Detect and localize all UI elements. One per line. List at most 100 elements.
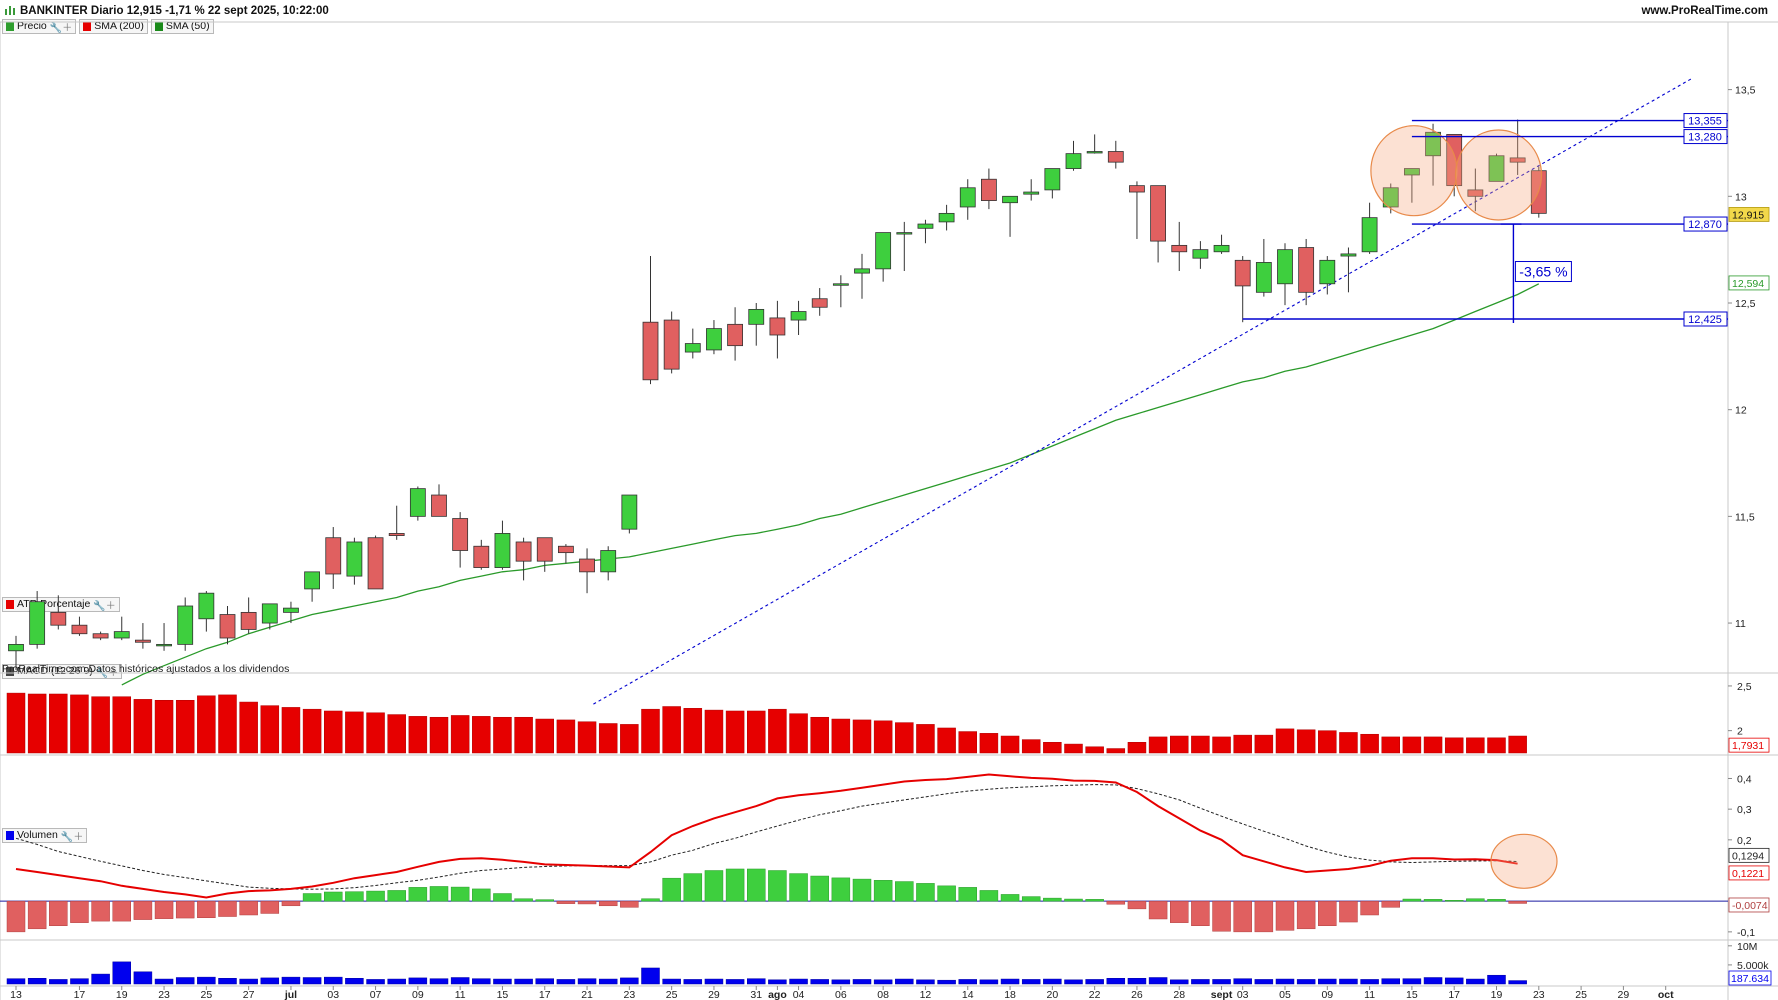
sma200-swatch [83, 21, 92, 31]
candle [938, 212, 955, 223]
date-tick-label: 15 [497, 989, 509, 1000]
date-tick-label: 29 [1618, 989, 1630, 1000]
date-tick-label: 25 [201, 989, 213, 1000]
candle [1107, 151, 1124, 163]
data-footnote: ProRealTime.com Datos históricos ajustad… [2, 663, 290, 675]
macd-histogram-bar [1191, 900, 1210, 926]
volume-bar [937, 979, 956, 985]
atr-bar [979, 733, 999, 754]
candle [8, 643, 24, 652]
date-tick-label: 29 [708, 989, 720, 1000]
atr-bar [1466, 737, 1485, 754]
macd-histogram-bar [112, 900, 131, 922]
macd-histogram-bar [1466, 898, 1485, 902]
volume-bar [704, 978, 724, 985]
macd-histogram-bar [852, 878, 872, 902]
date-tick-label: 23 [1533, 989, 1545, 1000]
volume-bar [345, 978, 364, 985]
atr-bar [218, 694, 237, 754]
atr-bar [1106, 748, 1126, 754]
atr-bar [239, 701, 258, 754]
volume-bar [1127, 978, 1147, 985]
atr-bar [852, 719, 872, 754]
atr-bar [302, 708, 322, 754]
atr-bar [324, 710, 343, 754]
macd-histogram-bar [937, 885, 956, 902]
atr-bar [1021, 739, 1041, 754]
atr-bar [429, 716, 449, 754]
macd-tick-label: 0,4 [1737, 773, 1752, 785]
macd-histogram-bar [1360, 900, 1379, 916]
candle [536, 537, 553, 562]
macd-histogram-bar [1381, 900, 1400, 908]
candle [790, 311, 807, 321]
macd-histogram-bar [895, 881, 914, 902]
date-tick-label: 19 [1491, 989, 1503, 1000]
candle [219, 614, 236, 639]
volume-bar [747, 978, 766, 985]
volume-bar [831, 979, 851, 985]
date-tick-label: 08 [877, 989, 889, 1000]
candle [600, 550, 617, 573]
legend-volume-label: Volumen [17, 829, 58, 841]
wrench-plus-icon[interactable]: 🔧＋ [93, 600, 116, 612]
atr-bar [70, 694, 89, 754]
macd-histogram-bar [1402, 898, 1422, 902]
macd-histogram-bar [1254, 900, 1274, 933]
price-tick-label: 12,5 [1735, 298, 1756, 310]
volume-bar [1487, 974, 1506, 985]
legend-volume[interactable]: Volumen 🔧＋ [2, 827, 88, 843]
candle [388, 533, 405, 536]
price-tick-label: 11 [1735, 618, 1746, 630]
macd-histogram-bar [324, 891, 343, 902]
volume-bar [979, 979, 999, 985]
atr-bar [1318, 730, 1337, 754]
volume-bar [175, 977, 195, 985]
volume-tick-label: 5.000k [1737, 960, 1769, 972]
atr-bar [1233, 734, 1252, 754]
volume-bar [472, 978, 491, 985]
macd-histogram-bar [133, 900, 153, 920]
date-tick-label: 13 [10, 989, 22, 1000]
atr-bar [895, 722, 914, 754]
volume-bar [239, 978, 258, 985]
candle [684, 343, 701, 353]
candle [92, 633, 109, 639]
macd-histogram-bar [598, 900, 618, 907]
atr-bar [1402, 736, 1422, 754]
date-tick-label: oct [1658, 989, 1674, 1000]
atr-bar [662, 706, 681, 754]
volume-swatch [6, 830, 14, 840]
level-label: 13,355 [1688, 116, 1722, 128]
atr-bar [112, 696, 131, 754]
atr-bar [556, 719, 576, 754]
sma50-line [121, 283, 1540, 686]
macd-histogram-bar [514, 898, 533, 902]
date-tick-label: 05 [1279, 989, 1291, 1000]
site-link[interactable]: www.ProRealTime.com [1641, 5, 1768, 17]
wrench-plus-icon[interactable]: 🔧＋ [49, 22, 73, 34]
level-label-box [1683, 113, 1728, 129]
atr-bar [1423, 736, 1443, 754]
atr-bar [197, 695, 216, 754]
volume-bar [1466, 978, 1485, 985]
macd-value-tag [1728, 865, 1770, 881]
atr-bar [345, 711, 364, 754]
atr-bar [577, 721, 597, 754]
candle [473, 545, 490, 568]
macd-histogram-bar [1000, 894, 1020, 902]
atr-bar [1296, 729, 1316, 754]
volume-bar [789, 978, 808, 985]
macd-histogram-bar [493, 893, 512, 902]
macd-value-label: 0,1294 [1732, 850, 1764, 862]
volume-bar [1275, 978, 1295, 985]
macd-tick-label: 0,3 [1737, 804, 1752, 816]
macd-signal-line [15, 784, 1518, 890]
date-tick-label: 19 [116, 989, 128, 1000]
volume-bar [154, 978, 174, 985]
volume-bar [1360, 979, 1379, 985]
macd-histogram-bar [577, 900, 597, 905]
macd-histogram-bar [958, 887, 977, 902]
wrench-plus-icon[interactable]: 🔧＋ [60, 831, 84, 843]
